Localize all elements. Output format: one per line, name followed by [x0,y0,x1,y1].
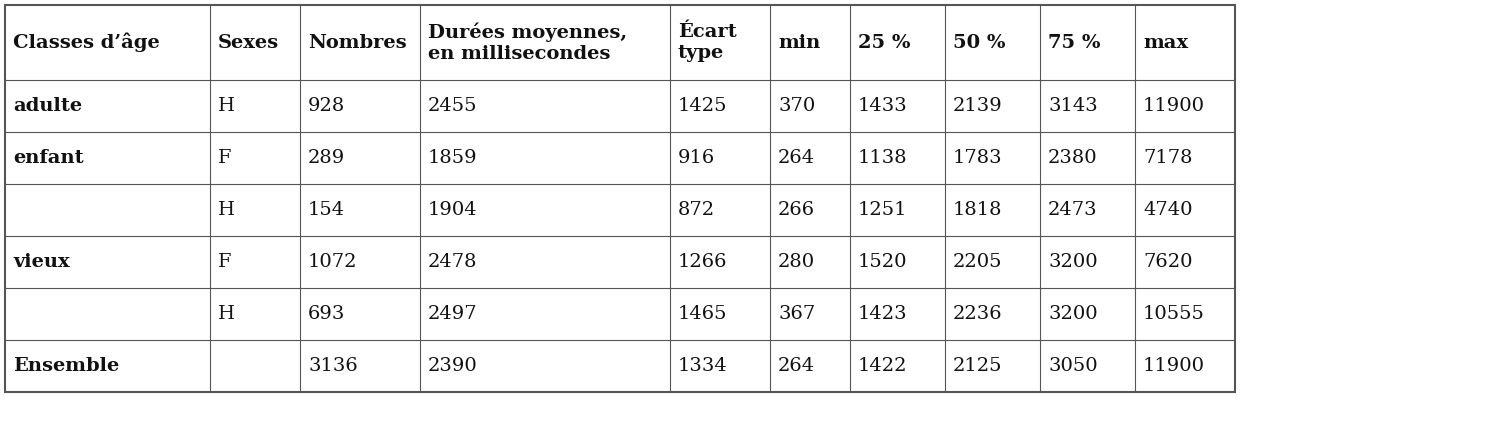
Text: 1904: 1904 [428,201,478,219]
Text: Durées moyennes,
en millisecondes: Durées moyennes, en millisecondes [428,22,628,63]
Text: 2478: 2478 [428,253,478,271]
Text: Écart
type: Écart type [677,23,737,62]
Text: 1520: 1520 [858,253,907,271]
Text: H: H [218,97,234,115]
Text: Classes d’âge: Classes d’âge [14,33,159,52]
Text: adulte: adulte [14,97,83,115]
Text: 7620: 7620 [1143,253,1193,271]
Text: 1783: 1783 [952,149,1003,167]
Text: 2473: 2473 [1048,201,1098,219]
Text: 693: 693 [308,305,345,323]
Text: 154: 154 [308,201,345,219]
Text: Sexes: Sexes [218,34,279,51]
Text: 75 %: 75 % [1048,34,1101,51]
Text: F: F [218,253,231,271]
Text: Ensemble: Ensemble [14,357,119,375]
Text: 289: 289 [308,149,345,167]
Text: 280: 280 [778,253,816,271]
Text: 2497: 2497 [428,305,478,323]
Text: 11900: 11900 [1143,357,1205,375]
Text: F: F [218,149,231,167]
Text: Nombres: Nombres [308,34,407,51]
Text: 1334: 1334 [677,357,728,375]
Text: 928: 928 [308,97,345,115]
Text: 10555: 10555 [1143,305,1205,323]
Text: 367: 367 [778,305,816,323]
Text: 3200: 3200 [1048,253,1098,271]
Text: 1433: 1433 [858,97,907,115]
Text: 2236: 2236 [952,305,1003,323]
Text: 4740: 4740 [1143,201,1193,219]
Text: 370: 370 [778,97,816,115]
Text: 1423: 1423 [858,305,907,323]
Text: H: H [218,201,234,219]
Text: 1425: 1425 [677,97,727,115]
Text: 1138: 1138 [858,149,907,167]
Text: 50 %: 50 % [952,34,1005,51]
Text: 2139: 2139 [952,97,1003,115]
Text: 1251: 1251 [858,201,907,219]
Text: min: min [778,34,820,51]
Text: 1072: 1072 [308,253,357,271]
Text: vieux: vieux [14,253,69,271]
Text: H: H [218,305,234,323]
Text: 266: 266 [778,201,816,219]
Text: 2380: 2380 [1048,149,1098,167]
Text: 872: 872 [677,201,715,219]
Text: 2390: 2390 [428,357,478,375]
Text: 264: 264 [778,357,816,375]
Text: 11900: 11900 [1143,97,1205,115]
Text: enfant: enfant [14,149,84,167]
Text: 3143: 3143 [1048,97,1098,115]
Text: 3136: 3136 [308,357,357,375]
Bar [5,5,1235,392]
Text: 2125: 2125 [952,357,1002,375]
Text: 1465: 1465 [677,305,727,323]
Text: 1859: 1859 [428,149,478,167]
Text: 25 %: 25 % [858,34,910,51]
Text: 916: 916 [677,149,715,167]
Text: 264: 264 [778,149,816,167]
Text: 2455: 2455 [428,97,478,115]
Text: 7178: 7178 [1143,149,1193,167]
Text: 3050: 3050 [1048,357,1098,375]
Text: 2205: 2205 [952,253,1002,271]
Text: 1266: 1266 [677,253,727,271]
Text: 3200: 3200 [1048,305,1098,323]
Text: 1818: 1818 [952,201,1002,219]
Text: max: max [1143,34,1188,51]
Text: 1422: 1422 [858,357,907,375]
